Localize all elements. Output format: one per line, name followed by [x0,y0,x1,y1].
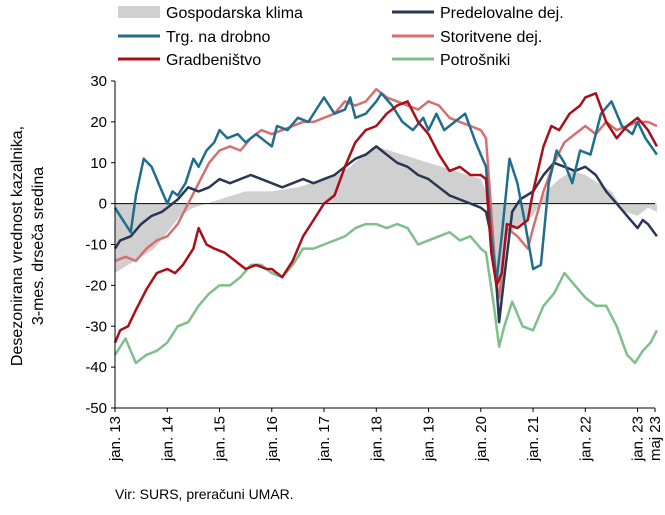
y-tick-label: 30 [90,73,107,90]
legend-item-potrosniki: Potrošniki [392,52,510,69]
x-tick-label: jan. 19 [421,416,438,462]
legend-swatch-gospodarska-klima [118,6,160,18]
plot-area [113,81,659,409]
legend-item-storitvene-dej: Storitvene dej. [392,29,542,46]
x-tick-label: jan. 23 [630,416,647,462]
legend-label-gradbenistvo: Gradbeništvo [166,52,261,69]
legend-label-storitvene-dej: Storitvene dej. [440,29,542,46]
x-tick-label: jan. 20 [473,416,490,462]
y-axis-title-line2: 3-mes. drseča sredina [30,167,47,325]
legend-label-predelovalne-dej: Predelovalne dej. [440,5,564,22]
x-tick-label: maj 23 [647,416,664,461]
x-tick-label: jan. 14 [159,416,176,462]
y-tick-label: -10 [85,237,107,254]
y-tick-label: -40 [85,359,107,376]
y-tick-label: -30 [85,318,107,335]
x-tick-label: jan. 13 [107,416,124,462]
x-tick-label: jan. 22 [577,416,594,462]
series-line-potrosniki [113,222,659,365]
x-tick-label: jan. 16 [264,416,281,462]
y-tick-label: 0 [99,196,107,213]
y-tick-label: 10 [90,155,107,172]
series-line-gradbenistvo [113,92,658,344]
legend-label-trg-na-drobno: Trg. na drobno [166,29,270,46]
legend-item-predelovalne-dej: Predelovalne dej. [392,5,564,22]
series-line-predelovalne-dej [113,145,658,324]
x-tick-label: jan. 17 [316,416,333,462]
x-tick-label: jan. 15 [212,416,229,462]
series-line-trg-na-drobno [113,92,658,283]
legend-item-trg-na-drobno: Trg. na drobno [118,29,270,46]
x-tick-label: jan. 18 [368,416,385,462]
source-note: Vir: SURS, preračuni UMAR. [115,486,294,502]
y-tick-label: 20 [90,114,107,131]
y-axis-ticks: 30 20 10 0 -10 -20 -30 -40 -50 [85,73,115,417]
y-tick-label: -20 [85,277,107,294]
x-tick-label: jan. 21 [525,416,542,462]
x-axis-ticks: jan. 13 jan. 14 jan. 15 jan. 16 jan. 17 jan. … [107,408,664,462]
y-axis-title-line1: Desezonirana vrednost kazalnika, [9,126,26,366]
legend-label-gospodarska-klima: Gospodarska klima [166,5,303,22]
y-tick-label: -50 [85,400,107,417]
series-area-gospodarska-klima [115,146,657,327]
legend: Gospodarska klima Trg. na drobno Gradben… [118,5,564,69]
legend-item-gradbenistvo: Gradbeništvo [118,52,261,69]
legend-item-gospodarska-klima: Gospodarska klima [118,5,303,22]
legend-label-potrosniki: Potrošniki [440,52,510,69]
